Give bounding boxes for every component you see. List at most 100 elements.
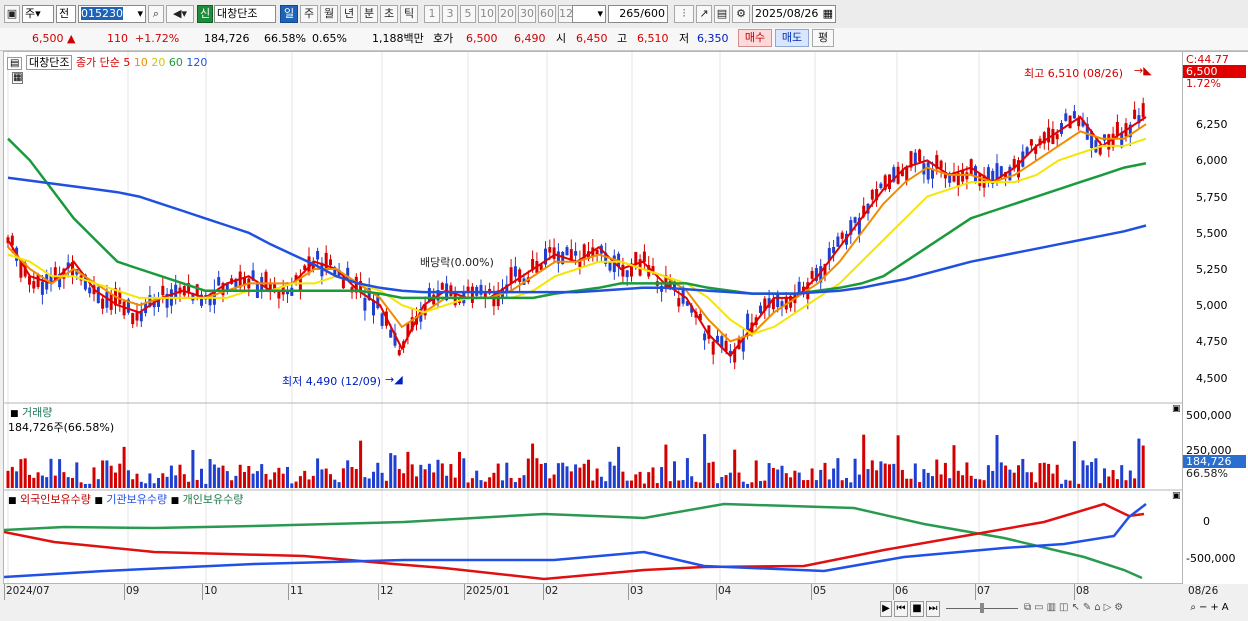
save-icon[interactable]: ▤ (714, 5, 730, 23)
volume-bar (96, 479, 100, 488)
minute-tab-10[interactable]: 10 (478, 5, 496, 23)
candle-type-icon[interactable]: ⫶ (674, 5, 694, 23)
custom-period-select[interactable]: ▾ (572, 5, 606, 23)
candle-body (1025, 147, 1029, 156)
volume-bar (604, 481, 608, 488)
volume-bar (926, 472, 930, 488)
volume-bar (350, 466, 354, 488)
period-tab-년[interactable]: 년 (340, 5, 358, 23)
volume-bar (286, 466, 289, 488)
candle-body (329, 259, 332, 266)
date-field[interactable]: 2025/08/26 ▦ (752, 5, 836, 23)
candle-body (853, 217, 857, 223)
legend-marker-icon: ■ (94, 496, 103, 506)
up-triangle-icon: ▲ (67, 32, 76, 45)
candle-body (690, 305, 694, 313)
stop-icon[interactable]: ■ (910, 601, 924, 617)
volume-bar (969, 475, 973, 488)
x-tick: 2025/01 (466, 585, 510, 597)
indiv-holders-line (4, 502, 1143, 580)
stock-name-field[interactable]: 대창단조 (214, 5, 276, 23)
period-tab-분[interactable]: 분 (360, 5, 378, 23)
volume-bar (329, 474, 332, 488)
volume-pane-close-icon[interactable]: ▣ (1172, 404, 1181, 414)
legend-inst[interactable]: 기관보유수량 (106, 493, 168, 506)
volume-bar (733, 449, 737, 488)
candle-body (595, 249, 599, 255)
volume-title[interactable]: 거래량 (22, 406, 53, 419)
count-field[interactable]: 265/600 (608, 5, 668, 23)
speaker-icon[interactable]: ◀▾ (166, 5, 194, 23)
legend-toggle-icon[interactable]: ▤ (7, 57, 23, 70)
first-icon[interactable]: ⏮ (894, 601, 908, 617)
period-tab-틱[interactable]: 틱 (400, 5, 418, 23)
volume-bar (432, 472, 436, 488)
minute-tab-60[interactable]: 60 (538, 5, 556, 23)
volume-bar (539, 463, 543, 488)
drawing-tools[interactable]: ⧉▭▥◫↖✎⌂▷⚙ (1024, 602, 1127, 613)
price-chart[interactable] (4, 52, 1182, 583)
candle-body (470, 286, 474, 303)
x-tick: 09 (126, 585, 140, 597)
volume-bar (703, 434, 707, 488)
candle-body (354, 276, 358, 293)
zoom-controls[interactable]: ⌕−+A (1190, 602, 1232, 613)
volume-bar (900, 470, 904, 488)
search-icon[interactable]: ⌕ (148, 5, 164, 23)
volume-bar (776, 469, 780, 488)
legend-foreign[interactable]: 외국인보유수량 (20, 493, 91, 506)
candle-body (574, 251, 578, 256)
volume-bar (892, 463, 896, 488)
period-tab-주[interactable]: 주 (300, 5, 318, 23)
volume-bar (707, 462, 711, 488)
candle-body (187, 283, 191, 294)
volume-bar (513, 482, 517, 488)
volume-bar (978, 479, 982, 488)
period-tab-초[interactable]: 초 (380, 5, 398, 23)
minute-tab-5[interactable]: 5 (460, 5, 476, 23)
chart-panel[interactable]: ▤ 대창단조 종가 단순 5 10 20 60 120 ▦ 최고 6,510 (… (3, 51, 1183, 584)
ma-line-120 (7, 176, 1147, 295)
candle-body (935, 155, 939, 169)
eval-button[interactable]: 평 (812, 29, 834, 47)
minute-tab-1[interactable]: 1 (424, 5, 440, 23)
legend-stock-name[interactable]: 대창단조 (25, 55, 73, 70)
volume-bar (290, 483, 294, 488)
volume-bar (419, 464, 423, 488)
volume-bar (690, 476, 694, 488)
volume-bar (247, 465, 251, 488)
legend-indiv[interactable]: 개인보유수량 (182, 493, 244, 506)
holders-pane-close-icon[interactable]: ▣ (1172, 491, 1181, 501)
type-select[interactable]: 주▾ (22, 5, 54, 23)
settings-gear-icon[interactable]: ⚙ (732, 5, 750, 23)
buy-button[interactable]: 매수 (738, 29, 772, 47)
period-tab-월[interactable]: 월 (320, 5, 338, 23)
volume-bar (376, 462, 380, 488)
volume-bar (814, 480, 818, 488)
candle-body (243, 277, 246, 286)
x-tick: 2024/07 (6, 585, 50, 597)
ask-price-2: 6,490 (514, 32, 546, 45)
volume-bar (1055, 464, 1059, 488)
range-select[interactable]: 전 (56, 5, 76, 23)
minute-tab-3[interactable]: 3 (442, 5, 458, 23)
code-input[interactable]: 015230 ▾ (78, 5, 146, 23)
grid-icon[interactable]: ▦ (12, 72, 24, 84)
volume-bar (1072, 441, 1076, 488)
volume-bar (531, 443, 535, 488)
volume-bar (1060, 483, 1063, 488)
volume-bar (1077, 483, 1081, 488)
draw-tool-icon[interactable]: ↗ (696, 5, 712, 23)
sell-button[interactable]: 매도 (775, 29, 809, 47)
last-icon[interactable]: ⏭ (926, 601, 940, 617)
zoom-slider[interactable] (946, 601, 1018, 617)
minute-tab-20[interactable]: 20 (498, 5, 516, 23)
minute-tab-30[interactable]: 30 (518, 5, 536, 23)
volume-bar (896, 435, 900, 488)
scroll-right-icon[interactable]: ▶ (880, 601, 892, 617)
volume-bar (673, 461, 676, 488)
volume-bar (501, 480, 504, 488)
window-menu-icon[interactable]: ▣ (4, 5, 20, 23)
period-tab-일[interactable]: 일 (280, 5, 298, 23)
calendar-icon[interactable]: ▦ (822, 7, 833, 20)
